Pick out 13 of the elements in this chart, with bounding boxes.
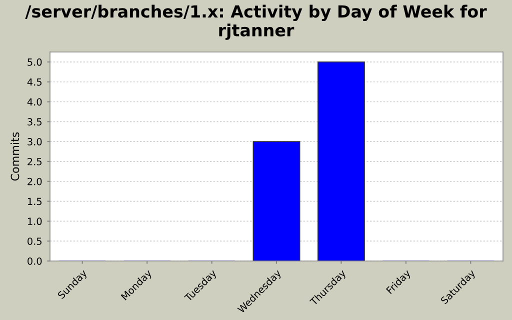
y-tick-label: 2.5 [28, 158, 42, 166]
y-axis-title: Commits [10, 132, 20, 181]
y-tick-label: 0.0 [28, 257, 42, 265]
y-tick-label: 3.0 [28, 138, 42, 146]
y-tick-label: 1.0 [28, 218, 42, 226]
y-tick-label: 3.5 [28, 118, 42, 126]
y-tick-label: 1.5 [28, 198, 42, 206]
y-tick-label: 5.0 [28, 58, 42, 66]
y-tick-label: 4.5 [27, 78, 42, 86]
y-tick-label: 0.5 [28, 238, 42, 245]
chart-title: /server/branches/1.x: Activity by Day of Week for rjtanner [25, 4, 487, 40]
y-tick-label: 2.0 [28, 178, 42, 186]
y-tick-label: 4.0 [27, 98, 42, 106]
